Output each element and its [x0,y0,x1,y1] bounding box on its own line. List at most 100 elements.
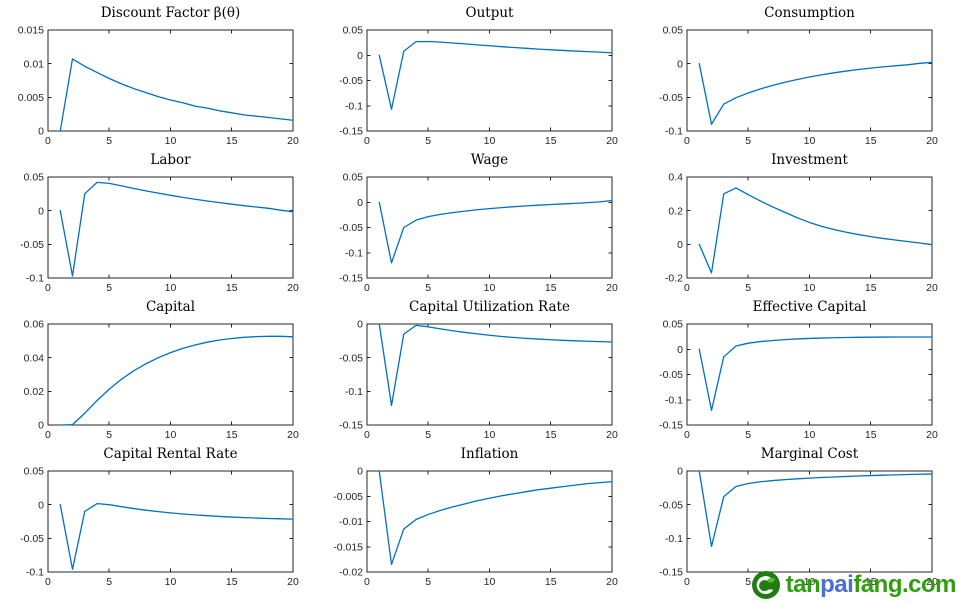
y-tick-label: 0 [677,467,683,478]
subplot-capital-rental-rate: 0 5 10 15 20 -0.1 -0.05 0 0.05 Capital Rental Rat… [0,441,319,588]
x-tick-label: 20 [926,577,938,588]
y-tick-label: 0.02 [24,387,45,398]
y-tick-label: -0.1 [665,534,683,545]
x-tick-label: 20 [606,283,618,294]
irf-line-wage [378,199,613,264]
y-tick-label: -0.15 [339,274,363,285]
y-tick-label: -0.015 [334,542,364,553]
y-tick-label: 0 [38,206,44,217]
x-tick-label: 20 [287,283,299,294]
x-tick-label: 0 [45,430,51,441]
y-tick-label: -0.1 [665,127,683,138]
irf-line-marginal-cost [698,470,933,548]
subplot-title: Consumption [764,5,855,21]
x-tick-label: 15 [545,136,557,147]
x-tick-label: 20 [287,136,299,147]
x-tick-label: 5 [426,577,432,588]
y-tick-label: 0 [357,320,363,331]
irf-line-capital-utilization-rate [378,323,613,407]
x-tick-label: 10 [803,430,815,441]
irf-line-labor [59,181,294,277]
y-tick-label: 0.05 [662,26,683,37]
x-tick-label: 20 [606,577,618,588]
irf-subplot-grid: 0 5 10 15 20 0 0.005 0.01 0.015 Discount Factor β… [0,0,958,588]
subplot-inflation: 0 5 10 15 20 -0.02 -0.015 -0.01 -0.005 0 Inflation [319,441,638,588]
irf-line-discount-factor [59,58,294,132]
subplot-title: Labor [150,152,191,168]
x-tick-label: 10 [484,577,496,588]
x-tick-label: 0 [45,283,51,294]
x-tick-label: 5 [745,136,751,147]
subplot-effective-capital: 0 5 10 15 20 -0.15 -0.1 -0.05 0 0.05 Effective Cap… [639,294,958,441]
y-tick-label: -0.1 [345,101,363,112]
irf-line-inflation [378,470,613,566]
x-tick-label: 0 [684,430,690,441]
subplot-title: Inflation [461,446,519,462]
x-tick-label: 15 [865,430,877,441]
x-tick-label: 20 [606,430,618,441]
irf-line-output [378,40,613,110]
subplot-investment: 0 5 10 15 20 -0.2 0 0.2 0.4 Investment [639,147,958,294]
y-tick-label: 0.05 [343,26,364,37]
y-tick-label: -0.05 [339,76,363,87]
y-tick-label: -0.05 [659,370,683,381]
y-tick-label: 0 [38,127,44,138]
x-tick-label: 0 [684,136,690,147]
x-tick-label: 20 [287,577,299,588]
x-tick-label: 0 [684,577,690,588]
x-tick-label: 10 [165,430,177,441]
x-tick-label: 5 [745,430,751,441]
y-tick-label: -0.15 [659,421,683,432]
x-tick-label: 0 [684,283,690,294]
subplot-consumption: 0 5 10 15 20 -0.1 -0.05 0 0.05 Consumption [639,0,958,147]
x-tick-label: 5 [426,136,432,147]
x-tick-label: 0 [364,577,370,588]
x-tick-label: 5 [106,430,112,441]
irf-line-effective-capital [698,336,933,412]
y-tick-label: 0.2 [668,206,683,217]
y-tick-label: -0.05 [339,223,363,234]
x-tick-label: 10 [165,283,177,294]
y-tick-label: 0.01 [24,59,45,70]
irf-line-capital-rental-rate [59,503,294,570]
x-tick-label: 0 [364,430,370,441]
y-tick-label: -0.15 [339,421,363,432]
y-tick-label: -0.1 [665,395,683,406]
y-tick-label: -0.01 [339,517,363,528]
x-tick-label: 10 [484,430,496,441]
x-tick-label: 5 [106,283,112,294]
y-tick-label: -0.05 [20,240,44,251]
y-tick-label: 0 [357,198,363,209]
x-tick-label: 20 [606,136,618,147]
y-tick-label: 0.005 [18,93,44,104]
y-tick-label: 0 [677,345,683,356]
subplot-labor: 0 5 10 15 20 -0.1 -0.05 0 0.05 Labor [0,147,319,294]
subplot-marginal-cost: 0 5 10 15 20 -0.15 -0.1 -0.05 0 Marginal Cost [639,441,958,588]
x-tick-label: 0 [45,136,51,147]
x-tick-label: 15 [865,283,877,294]
y-tick-label: -0.1 [345,387,363,398]
subplot-title: Discount Factor β(θ) [101,5,241,21]
y-tick-label: 0.05 [24,173,45,184]
x-tick-label: 15 [226,283,238,294]
subplot-title: Marginal Cost [760,446,858,462]
irf-line-investment [698,187,933,274]
subplot-capital: 0 5 10 15 20 0 0.02 0.04 0.06 Capital [0,294,319,441]
y-tick-label: -0.05 [659,93,683,104]
x-tick-label: 5 [426,430,432,441]
y-tick-label: -0.2 [665,274,683,285]
x-tick-label: 5 [106,136,112,147]
x-tick-label: 15 [226,136,238,147]
subplot-title: Investment [771,152,848,168]
subplot-discount-factor: 0 5 10 15 20 0 0.005 0.01 0.015 Discount Factor β… [0,0,319,147]
y-tick-label: -0.15 [659,568,683,579]
x-tick-label: 20 [287,430,299,441]
x-tick-label: 10 [484,136,496,147]
y-tick-label: 0.05 [24,467,45,478]
x-tick-label: 15 [226,577,238,588]
x-tick-label: 15 [545,430,557,441]
y-tick-label: -0.05 [20,534,44,545]
y-tick-label: -0.05 [339,353,363,364]
x-tick-label: 0 [364,136,370,147]
x-tick-label: 20 [926,136,938,147]
